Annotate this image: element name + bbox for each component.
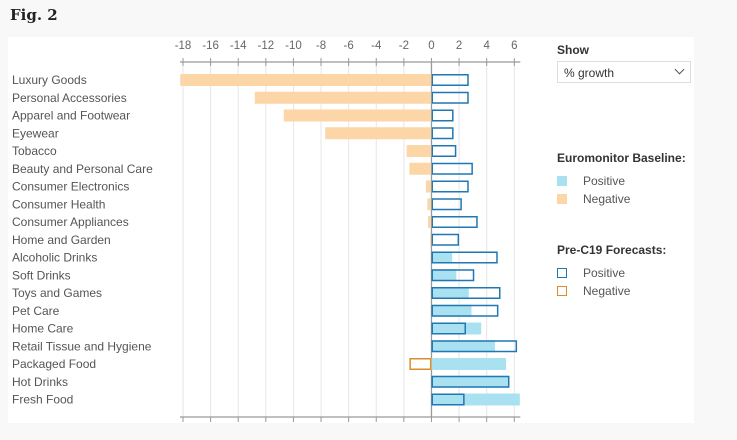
x-tick-label: 6 [511, 40, 517, 52]
x-tick-label: -4 [371, 40, 382, 52]
baseline-bar [427, 198, 432, 211]
forecast-bar [431, 269, 475, 282]
swatch-baseline-positive [557, 176, 567, 186]
category-label: Home Care [12, 322, 74, 336]
x-tick-label: 4 [483, 40, 490, 52]
category-label: Pet Care [12, 304, 60, 318]
baseline-bar [430, 233, 432, 246]
category-label: Hot Drinks [12, 375, 68, 389]
chevron-down-icon [674, 64, 685, 75]
forecast-bar [431, 145, 457, 157]
baseline-bar [431, 269, 457, 282]
baseline-bar [425, 180, 432, 193]
legend-forecast-negative: Negative [557, 284, 687, 298]
category-label: Consumer Electronics [12, 180, 129, 194]
x-tick-label: -8 [316, 40, 326, 52]
forecast-bar [431, 287, 501, 299]
legend-baseline-positive: Positive [557, 174, 687, 188]
category-label: Soft Drinks [12, 268, 71, 282]
x-tick-label: -16 [202, 40, 219, 52]
forecast-bar [431, 251, 498, 264]
baseline-bar [180, 74, 432, 86]
x-tick-label: -12 [258, 40, 275, 52]
show-select-value: % growth [564, 66, 615, 80]
category-label: Personal Accessories [12, 91, 127, 105]
x-tick-label: -2 [399, 40, 409, 52]
baseline-bar [254, 91, 432, 104]
forecast-bar [431, 322, 466, 335]
x-tick-label: -6 [344, 40, 354, 52]
figure-label: Fig. 2 [10, 6, 58, 24]
legend-baseline-title: Euromonitor Baseline: [557, 151, 686, 165]
legend-label: Negative [583, 192, 631, 206]
forecast-bar [431, 127, 454, 140]
legend-label: Negative [583, 284, 631, 298]
swatch-forecast-positive [557, 268, 567, 278]
baseline-bar [431, 375, 509, 388]
category-label: Luxury Goods [12, 73, 87, 87]
legend-baseline-negative: Negative [557, 192, 687, 206]
category-label: Consumer Appliances [12, 215, 129, 229]
category-label: Home and Garden [12, 233, 111, 247]
baseline-bar [431, 304, 472, 317]
category-label: Consumer Health [12, 197, 105, 211]
category-labels: Luxury Goods Personal Accessories Apparel … [12, 73, 153, 407]
axes: -18 -16 -14 -12 -10 -8 -6 -4 -2 0 2 4 6 [175, 40, 521, 422]
legend-label: Positive [583, 266, 626, 280]
forecast-bar [431, 180, 469, 193]
category-label: Apparel and Footwear [12, 109, 130, 123]
forecast-bar [431, 216, 478, 228]
swatch-forecast-negative [557, 286, 567, 296]
x-tick-label: -14 [230, 40, 247, 52]
forecast-bar [431, 233, 460, 246]
category-label: Fresh Food [12, 393, 73, 407]
category-label: Packaged Food [12, 357, 96, 371]
category-label: Alcoholic Drinks [12, 251, 97, 265]
forecast-bar [431, 340, 518, 353]
baseline-bar [431, 251, 453, 264]
category-label: Beauty and Personal Care [12, 162, 153, 176]
category-label: Retail Tissue and Hygiene [12, 339, 152, 353]
forecast-bar [431, 198, 462, 211]
baseline-bar [431, 393, 520, 406]
category-label: Eyewear [12, 126, 59, 140]
forecast-bar [431, 162, 473, 175]
forecast-bar [431, 304, 499, 317]
baseline-bar [431, 287, 469, 299]
category-label: Toys and Games [12, 286, 102, 300]
forecast-bar [409, 358, 432, 370]
legend-forecast-title: Pre-C19 Forecasts: [557, 243, 667, 257]
baseline-bar [428, 216, 432, 228]
forecast-bar [431, 393, 465, 406]
show-label: Show [557, 43, 589, 57]
baseline-bar [431, 358, 507, 370]
swatch-baseline-negative [557, 194, 567, 204]
forecast-bar [431, 109, 454, 122]
x-tick-label: -18 [175, 40, 192, 52]
forecast-bar [431, 375, 510, 388]
baseline-bar [406, 145, 432, 157]
category-label: Tobacco [12, 144, 57, 158]
forecast-bar [431, 74, 469, 86]
x-tick-label: 0 [428, 40, 434, 52]
baseline-bar [431, 322, 482, 335]
baseline-bar [409, 162, 432, 175]
bars [180, 74, 520, 406]
show-select[interactable]: % growth [557, 61, 691, 83]
baseline-bar [283, 109, 432, 122]
baseline-bar [325, 127, 432, 140]
x-tick-label: -10 [285, 40, 302, 52]
legend-forecast-positive: Positive [557, 266, 687, 280]
baseline-bar [431, 340, 495, 353]
x-tick-label: 2 [456, 40, 462, 52]
forecast-bar [431, 91, 469, 104]
legend-label: Positive [583, 174, 626, 188]
